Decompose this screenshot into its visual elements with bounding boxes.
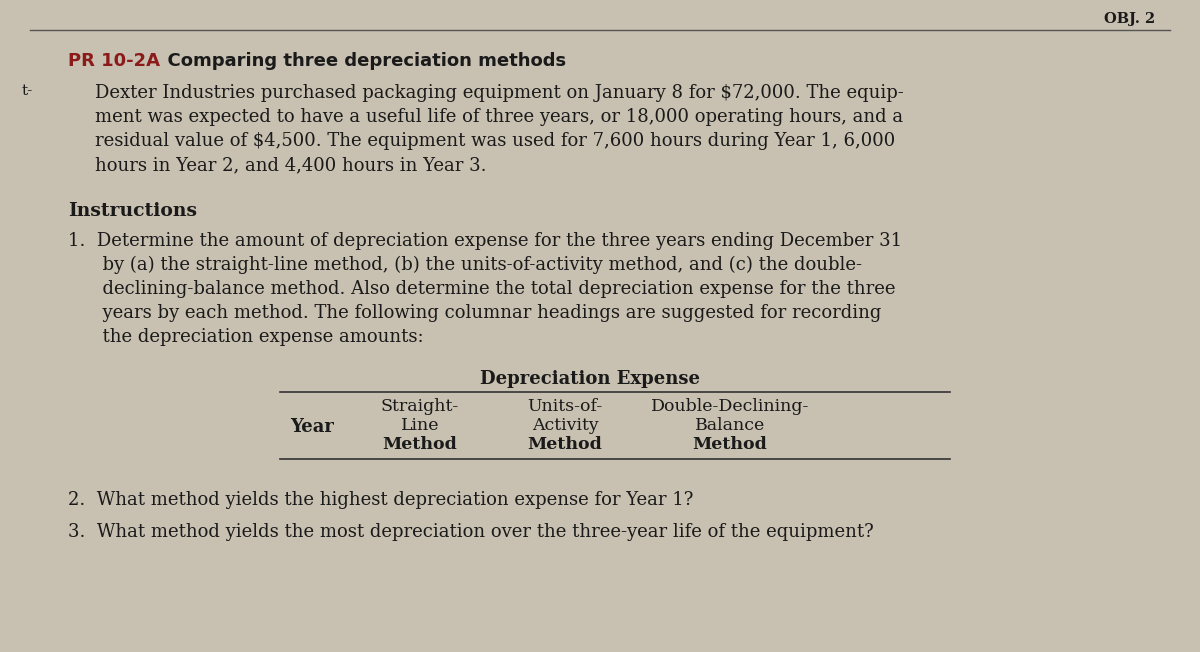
- Text: Straight-: Straight-: [380, 398, 460, 415]
- Text: Method: Method: [528, 436, 602, 453]
- Text: t-: t-: [22, 84, 34, 98]
- Text: ment was expected to have a useful life of three years, or 18,000 operating hour: ment was expected to have a useful life …: [95, 108, 904, 126]
- Text: years by each method. The following columnar headings are suggested for recordin: years by each method. The following colu…: [68, 304, 881, 322]
- Text: Depreciation Expense: Depreciation Expense: [480, 370, 700, 388]
- Text: by (a) the straight-line method, (b) the units-of-activity method, and (c) the d: by (a) the straight-line method, (b) the…: [68, 256, 862, 274]
- Text: Units-of-: Units-of-: [527, 398, 602, 415]
- Text: residual value of $4,500. The equipment was used for 7,600 hours during Year 1, : residual value of $4,500. The equipment …: [95, 132, 895, 150]
- Text: Balance: Balance: [695, 417, 766, 434]
- Text: Method: Method: [692, 436, 767, 453]
- Text: Line: Line: [401, 417, 439, 434]
- Text: hours in Year 2, and 4,400 hours in Year 3.: hours in Year 2, and 4,400 hours in Year…: [95, 156, 486, 174]
- Text: Activity: Activity: [532, 417, 599, 434]
- Text: Double-Declining-: Double-Declining-: [650, 398, 809, 415]
- Text: 3.  What method yields the most depreciation over the three-year life of the equ: 3. What method yields the most depreciat…: [68, 523, 874, 541]
- Text: 2.  What method yields the highest depreciation expense for Year 1?: 2. What method yields the highest deprec…: [68, 491, 694, 509]
- Text: Year: Year: [290, 417, 334, 436]
- Text: declining-balance method. Also determine the total depreciation expense for the : declining-balance method. Also determine…: [68, 280, 895, 298]
- Text: the depreciation expense amounts:: the depreciation expense amounts:: [68, 328, 424, 346]
- Text: 1.  Determine the amount of depreciation expense for the three years ending Dece: 1. Determine the amount of depreciation …: [68, 232, 902, 250]
- Text: Comparing three depreciation methods: Comparing three depreciation methods: [155, 52, 566, 70]
- Text: PR 10-2A: PR 10-2A: [68, 52, 160, 70]
- Text: Dexter Industries purchased packaging equipment on January 8 for $72,000. The eq: Dexter Industries purchased packaging eq…: [95, 84, 904, 102]
- Text: OBJ. 2: OBJ. 2: [1104, 12, 1154, 26]
- Text: Method: Method: [383, 436, 457, 453]
- Text: Instructions: Instructions: [68, 202, 197, 220]
